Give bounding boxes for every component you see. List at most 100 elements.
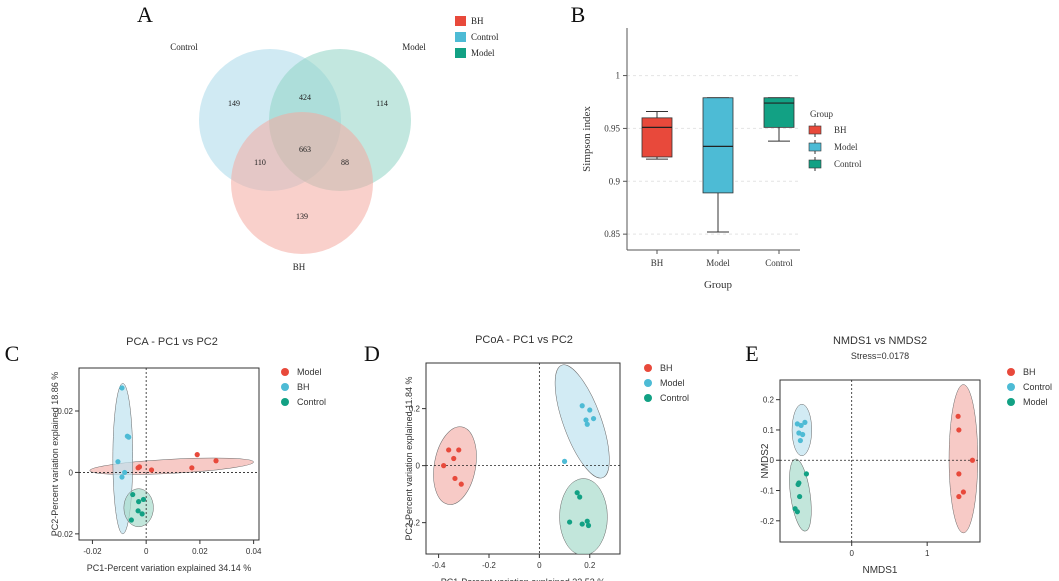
- y-axis-label: Simpson index: [581, 106, 593, 172]
- data-point-model: [189, 465, 195, 471]
- data-point-bh: [458, 481, 464, 487]
- data-point-control: [585, 522, 592, 529]
- data-point-bh: [119, 385, 125, 391]
- box-bh: [641, 117, 673, 158]
- panel-letter-e: E: [745, 341, 758, 366]
- box-control: [763, 97, 795, 128]
- data-point-bh: [955, 413, 961, 419]
- panel-letter-a: A: [137, 2, 153, 27]
- y-tick-label: -0.2: [760, 517, 774, 526]
- data-point-model: [194, 452, 200, 458]
- chart-subtitle: Stress=0.0178: [851, 351, 909, 361]
- data-point-control: [128, 517, 134, 523]
- venn-set-label: BH: [293, 262, 306, 272]
- legend-dot: [1007, 383, 1015, 391]
- legend-swatch: [455, 16, 466, 26]
- confidence-ellipse-bh: [948, 384, 978, 534]
- plot-inner: [426, 363, 620, 554]
- legend-swatch: [455, 32, 466, 42]
- legend-label: Model: [471, 48, 495, 58]
- data-point-control: [802, 419, 808, 425]
- x-tick-label: 0: [144, 547, 149, 556]
- data-point-control: [577, 494, 583, 500]
- legend-dot: [644, 364, 652, 372]
- y-tick-label: 0.95: [604, 123, 620, 133]
- legend-label: Model: [834, 142, 858, 152]
- x-tick-label: 0.2: [584, 561, 596, 570]
- data-point-model: [136, 464, 143, 470]
- data-point-model: [590, 415, 597, 422]
- venn-count-model-bh: 88: [341, 158, 349, 167]
- venn-set-label: Control: [170, 42, 198, 52]
- x-tick-label: -0.4: [432, 561, 446, 570]
- data-point-bh: [122, 469, 128, 476]
- scatter-chart-e: 0 1 -0.2 -0.1 0 0.1 0.2 NMDS1 vs NMDS2 Stress=0.…: [760, 335, 1052, 576]
- venn-circle-bh: [231, 112, 373, 254]
- data-point-model: [794, 509, 800, 515]
- data-point-model: [579, 403, 585, 409]
- x-tick-label: BH: [651, 258, 664, 268]
- legend-dot: [281, 398, 289, 406]
- x-tick-label: 0: [849, 549, 854, 558]
- legend-label: BH: [471, 16, 484, 26]
- data-point-control: [135, 508, 141, 514]
- panel-letter-c: C: [5, 341, 20, 366]
- y-tick-label: -0.2: [406, 519, 420, 528]
- data-point-bh: [451, 455, 457, 462]
- y-axis-label: PC2-Percent variation explained 11.84 %: [404, 377, 414, 541]
- data-point-bh: [115, 459, 121, 465]
- y-tick-label: 0: [770, 456, 775, 465]
- data-point-bh: [441, 463, 447, 469]
- data-point-model: [795, 481, 801, 488]
- legend-swatch: [808, 142, 822, 152]
- data-point-bh: [960, 489, 966, 495]
- x-tick-label: -0.02: [83, 547, 102, 556]
- data-point-control: [798, 422, 804, 429]
- y-tick-label: 0.2: [409, 405, 421, 414]
- venn-diagram: Control Model BH 149 114 424 663 110 88 139 BH Cont…: [170, 16, 499, 272]
- x-tick-label: 0: [537, 561, 542, 570]
- y-axis-label: PC2-Percent variation explained 18.86 %: [50, 372, 60, 537]
- legend-dot: [1007, 368, 1015, 376]
- legend-dot: [1007, 398, 1015, 406]
- chart-title: NMDS1 vs NMDS2: [833, 335, 927, 347]
- data-point-bh: [446, 447, 452, 453]
- plot-frame: [779, 379, 981, 543]
- data-point-control: [139, 511, 145, 517]
- data-point-control: [579, 521, 585, 527]
- legend-label: Control: [834, 159, 862, 169]
- y-tick-label: 0.02: [57, 407, 73, 416]
- data-point-model: [584, 421, 590, 427]
- data-point-control: [130, 491, 136, 498]
- legend-label: BH: [660, 363, 673, 373]
- venn-count-control-model: 424: [299, 93, 311, 102]
- y-tick-label: 0.1: [763, 426, 775, 435]
- scatter-chart-c: -0.02 0 0.02 0.04 -0.02 0 0.02 PCA - PC1 vs PC2…: [50, 336, 326, 573]
- boxplot-chart: 0.85 0.9 0.95 1 BH Model Control Group Simpson i…: [581, 28, 862, 291]
- data-point-control: [567, 519, 573, 525]
- legend-title: Group: [810, 109, 833, 119]
- legend-label: BH: [834, 125, 847, 135]
- legend-label: BH: [1023, 367, 1036, 377]
- data-point-control: [140, 496, 147, 503]
- venn-count-all-three: 663: [299, 145, 311, 154]
- x-tick-label: 1: [925, 549, 930, 558]
- scatter-chart-d: -0.4 -0.2 0 0.2 -0.2 0 0.2 PCoA - PC1 vs PC2 PC1…: [404, 334, 689, 581]
- y-tick-label: 0: [69, 468, 74, 477]
- x-tick-label: Control: [765, 258, 793, 268]
- y-axis-label: NMDS2: [760, 443, 771, 478]
- data-point-model: [797, 493, 803, 500]
- legend-dot: [281, 368, 289, 376]
- venn-set-label: Model: [402, 42, 426, 52]
- data-point-bh: [126, 434, 132, 440]
- data-point-model: [148, 467, 155, 473]
- chart-title: PCoA - PC1 vs PC2: [475, 334, 573, 346]
- legend-dot: [644, 379, 652, 387]
- y-tick-label: 1: [616, 71, 621, 81]
- plot-inner: [780, 380, 980, 542]
- box-model: [702, 97, 734, 194]
- y-tick-label: -0.02: [55, 530, 74, 539]
- data-point-bh: [119, 474, 125, 480]
- confidence-ellipse-control: [123, 488, 154, 528]
